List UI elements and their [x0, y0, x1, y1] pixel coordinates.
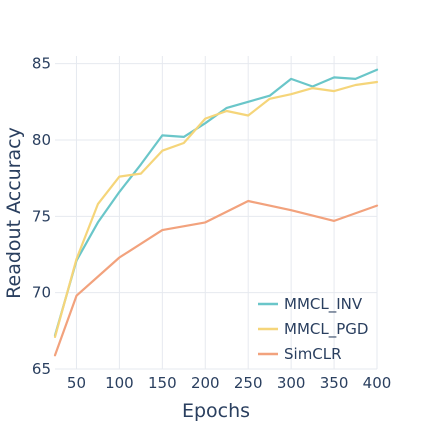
x-tick-label: 250	[234, 374, 263, 392]
y-tick-label: 70	[32, 284, 51, 302]
series-line-mmcl-pgd	[53, 80, 379, 338]
y-tick-label: 80	[32, 131, 51, 149]
y-axis-ticks: 65 70 75 80 85	[32, 55, 51, 378]
x-tick-label: 200	[191, 374, 220, 392]
grid	[55, 56, 378, 370]
series-lines	[53, 68, 379, 357]
x-tick-label: 150	[148, 374, 177, 392]
y-tick-label: 75	[32, 207, 51, 225]
x-axis-title: Epochs	[182, 400, 250, 422]
legend-entry-label: MMCL_PGD	[284, 320, 368, 339]
x-tick-label: 400	[363, 374, 392, 392]
y-tick-label: 85	[32, 55, 51, 73]
legend-entry-label: SimCLR	[284, 345, 342, 363]
x-tick-label: 300	[277, 374, 306, 392]
legend-entry-label: MMCL_INV	[284, 295, 363, 314]
x-tick-label: 100	[105, 374, 134, 392]
x-axis-ticks: 50 100 150 200 250 300 350 400	[67, 374, 391, 392]
x-tick-label: 350	[320, 374, 349, 392]
x-tick-label: 50	[67, 374, 86, 392]
y-tick-label: 65	[32, 360, 51, 378]
series-line-simclr	[53, 199, 379, 357]
legend: MMCL_INV MMCL_PGD SimCLR	[258, 295, 368, 363]
y-axis-title: Readout Accuracy	[3, 127, 25, 299]
